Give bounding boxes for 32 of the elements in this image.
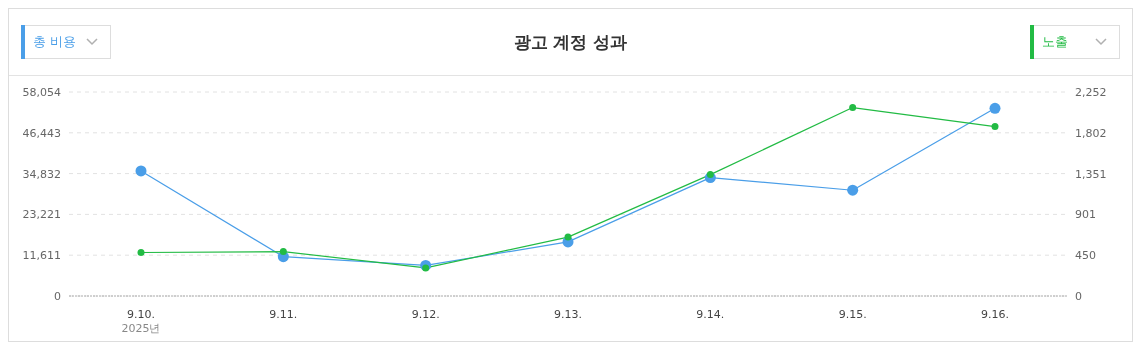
chart-title: 광고 계정 성과	[513, 30, 628, 54]
point	[849, 104, 857, 112]
point	[989, 102, 1001, 114]
x-tick-label: 9.13.	[554, 308, 582, 321]
x-tick-label: 9.10. 2025년	[121, 308, 161, 335]
point	[847, 184, 859, 196]
point	[422, 264, 430, 272]
y2-tick-label: 1,351	[1075, 167, 1107, 181]
point	[991, 123, 999, 131]
y2-tick-label: 1,802	[1075, 126, 1107, 140]
text: 노출	[1042, 33, 1069, 51]
x-tick-label: 9.14.	[696, 308, 725, 321]
y2-tick-label: 450	[1075, 249, 1096, 263]
y-tick-label: 11,611	[22, 249, 61, 263]
point	[564, 233, 572, 241]
y-tick-label: 34,832	[22, 167, 61, 181]
point	[279, 248, 287, 256]
point	[135, 165, 147, 177]
y-tick-label: 0	[54, 289, 61, 303]
x-tick-label: 9.12.	[411, 308, 440, 321]
y-tick-label: 23,221	[22, 208, 61, 222]
y-tick-label: 46,443	[22, 126, 61, 140]
y2-tick-label: 901	[1075, 208, 1096, 222]
y2-tick-label: 2,252	[1075, 85, 1107, 99]
y-tick-label: 58,054	[22, 85, 61, 99]
y2-tick-label: 0	[1075, 289, 1082, 303]
text: 총 비용	[33, 33, 78, 51]
x-tick-label: 9.11.	[269, 308, 298, 321]
point	[137, 249, 145, 257]
x-tick-label: 9.16.	[981, 308, 1009, 321]
x-tick-label: 9.15.	[838, 308, 867, 321]
point	[706, 171, 714, 179]
